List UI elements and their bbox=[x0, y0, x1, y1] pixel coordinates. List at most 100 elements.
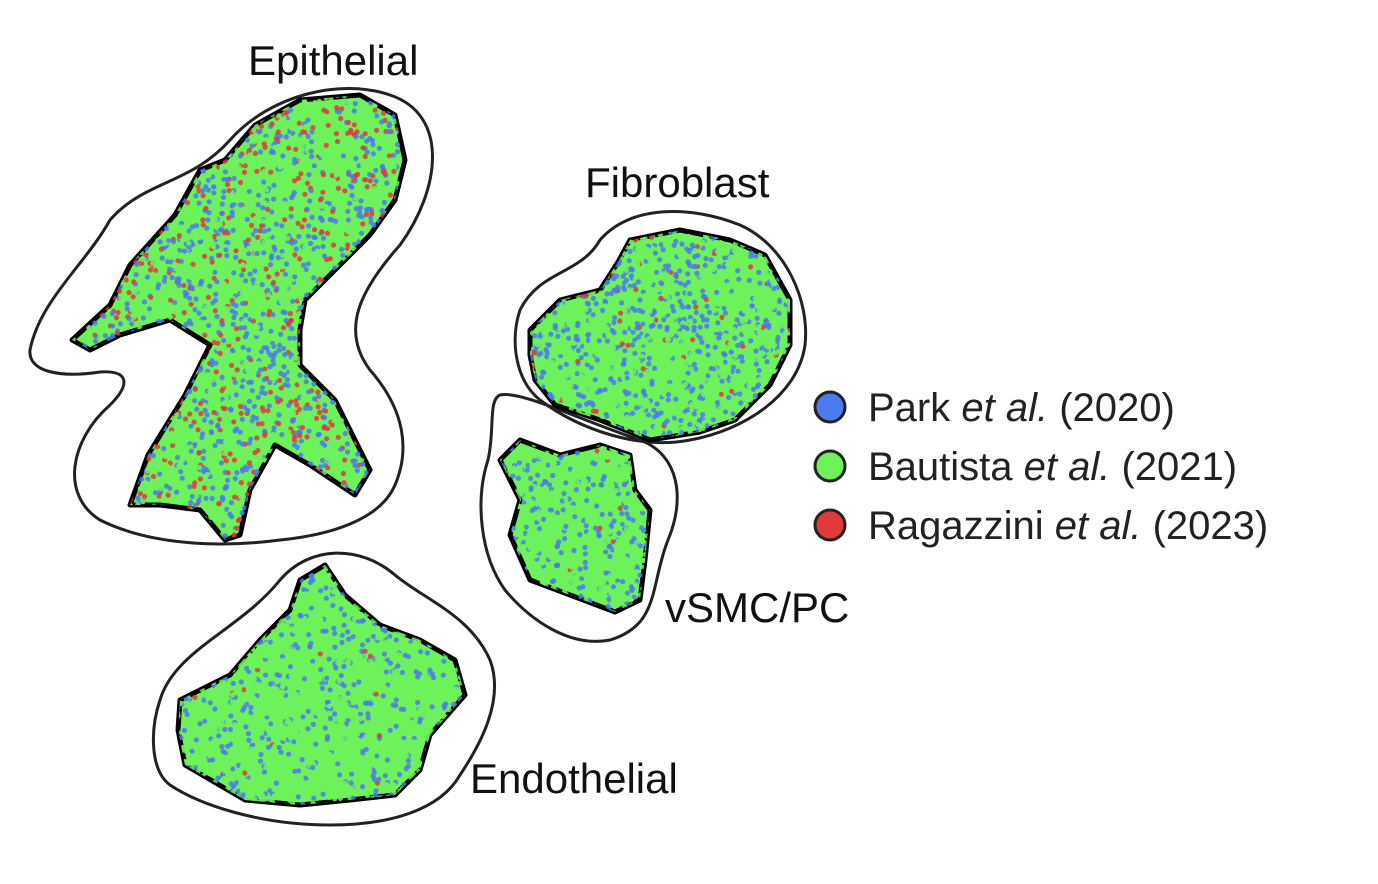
scatter-point bbox=[105, 248, 111, 254]
scatter-point bbox=[92, 229, 98, 235]
scatter-point bbox=[380, 355, 386, 361]
scatter-point bbox=[136, 346, 142, 352]
scatter-point bbox=[195, 314, 201, 321]
scatter-point bbox=[293, 480, 299, 486]
scatter-point bbox=[194, 223, 200, 229]
scatter-point bbox=[290, 461, 296, 467]
scatter-point bbox=[393, 366, 399, 372]
scatter-point bbox=[361, 443, 367, 449]
scatter-point bbox=[227, 115, 233, 121]
scatter-point bbox=[231, 314, 237, 321]
scatter-point bbox=[79, 394, 85, 400]
scatter-point bbox=[167, 511, 173, 518]
scatter-point bbox=[241, 361, 247, 367]
scatter-point bbox=[113, 227, 120, 233]
scatter-point bbox=[324, 489, 330, 495]
scatter-point bbox=[232, 476, 238, 482]
scatter-point bbox=[125, 157, 131, 163]
scatter-point bbox=[385, 361, 391, 368]
scatter-point bbox=[270, 312, 276, 318]
scatter-point bbox=[324, 230, 331, 236]
scatter-point bbox=[127, 244, 133, 250]
scatter-point bbox=[269, 209, 275, 215]
scatter-point bbox=[200, 431, 206, 437]
scatter-point bbox=[293, 350, 299, 356]
scatter-point bbox=[72, 211, 75, 217]
scatter-point bbox=[381, 298, 387, 304]
scatter-point bbox=[100, 216, 106, 222]
scatter-point bbox=[94, 264, 100, 270]
scatter-point bbox=[344, 195, 350, 202]
scatter-point bbox=[87, 458, 94, 464]
scatter-point bbox=[288, 107, 294, 113]
scatter-point bbox=[88, 115, 94, 121]
scatter-point bbox=[721, 275, 727, 281]
scatter-point bbox=[199, 174, 205, 180]
scatter-point bbox=[81, 178, 87, 184]
scatter-point bbox=[131, 207, 137, 213]
scatter-point bbox=[531, 428, 537, 434]
scatter-point bbox=[629, 239, 635, 245]
scatter-point bbox=[118, 540, 123, 545]
scatter-point bbox=[275, 255, 281, 261]
scatter-point bbox=[368, 219, 374, 225]
scatter-point bbox=[344, 352, 350, 358]
scatter-point bbox=[316, 431, 322, 437]
scatter-point bbox=[612, 315, 618, 321]
scatter-point bbox=[248, 222, 255, 228]
scatter-point bbox=[130, 97, 136, 103]
scatter-point bbox=[247, 271, 253, 277]
scatter-point bbox=[607, 242, 613, 248]
scatter-point bbox=[102, 240, 108, 246]
scatter-point bbox=[371, 399, 377, 405]
scatter-point bbox=[574, 237, 581, 243]
scatter-point bbox=[643, 376, 649, 382]
scatter-point bbox=[88, 141, 94, 147]
scatter-point bbox=[347, 411, 353, 417]
scatter-point bbox=[126, 290, 132, 296]
scatter-point bbox=[113, 109, 119, 115]
scatter-point bbox=[374, 237, 380, 243]
scatter-point bbox=[537, 233, 543, 239]
scatter-point bbox=[268, 262, 274, 268]
scatter-point bbox=[139, 372, 146, 378]
scatter-point bbox=[147, 106, 153, 112]
scatter-point bbox=[204, 97, 210, 103]
scatter-point bbox=[371, 95, 377, 98]
scatter-point bbox=[132, 516, 139, 522]
scatter-point bbox=[78, 365, 84, 371]
scatter-point bbox=[687, 314, 693, 320]
scatter-point bbox=[378, 495, 384, 501]
scatter-point bbox=[532, 333, 538, 339]
scatter-point bbox=[116, 159, 123, 165]
scatter-point bbox=[341, 517, 347, 523]
scatter-point bbox=[333, 531, 339, 538]
scatter-point bbox=[109, 408, 115, 414]
scatter-point bbox=[345, 391, 351, 397]
scatter-point bbox=[574, 249, 580, 255]
scatter-point bbox=[75, 352, 81, 358]
scatter-point bbox=[360, 193, 366, 199]
scatter-point bbox=[298, 446, 305, 452]
scatter-point bbox=[74, 252, 80, 258]
scatter-point bbox=[276, 307, 282, 313]
scatter-point bbox=[200, 99, 206, 105]
scatter-point bbox=[331, 516, 337, 522]
scatter-point bbox=[387, 192, 393, 198]
scatter-point bbox=[191, 153, 197, 159]
scatter-point bbox=[94, 496, 100, 502]
scatter-point bbox=[311, 163, 317, 169]
scatter-point bbox=[82, 175, 88, 181]
scatter-point bbox=[323, 175, 329, 182]
scatter-point bbox=[112, 128, 118, 134]
scatter-point bbox=[537, 333, 543, 339]
scatter-point bbox=[246, 188, 252, 194]
scatter-point bbox=[630, 314, 636, 320]
scatter-point bbox=[173, 250, 179, 256]
scatter-point bbox=[114, 330, 120, 336]
scatter-point bbox=[130, 143, 137, 149]
scatter-point bbox=[530, 244, 536, 250]
scatter-point bbox=[287, 171, 293, 177]
scatter-point bbox=[530, 311, 535, 317]
scatter-point bbox=[635, 279, 641, 285]
